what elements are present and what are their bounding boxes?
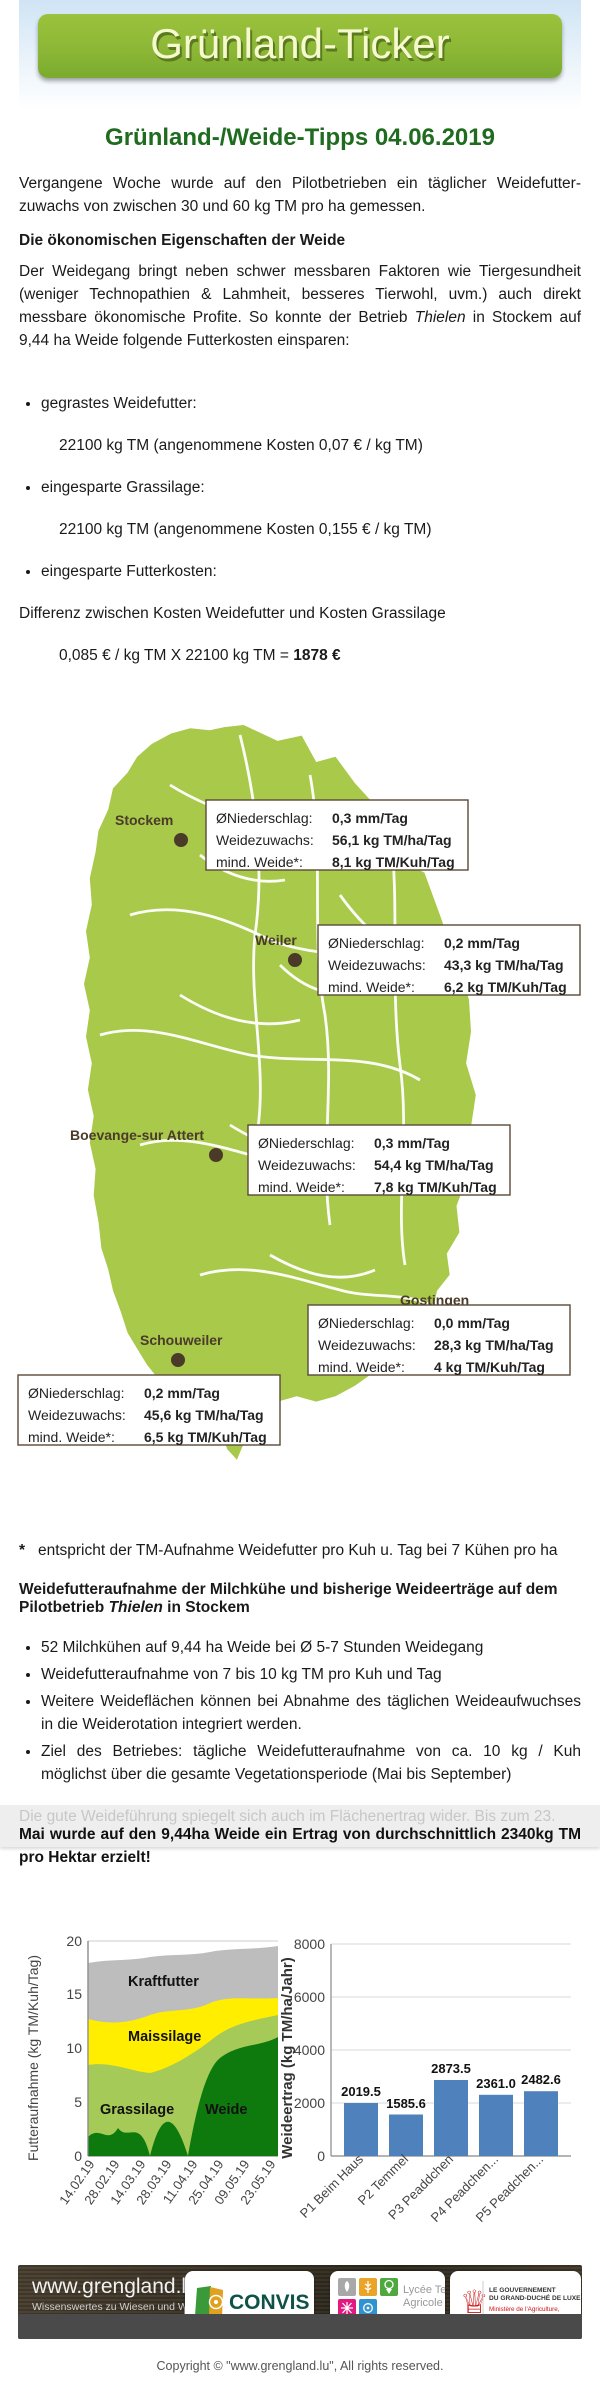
svg-text:15: 15 — [66, 1986, 82, 2002]
svg-text:43,3 kg TM/ha/Tag: 43,3 kg TM/ha/Tag — [444, 957, 564, 973]
svg-text:ØNiederschlag:: ØNiederschlag: — [258, 1135, 355, 1151]
svg-text:0,3 mm/Tag: 0,3 mm/Tag — [374, 1135, 450, 1151]
svg-text:45,6 kg TM/ha/Tag: 45,6 kg TM/ha/Tag — [144, 1407, 264, 1423]
svg-text:5: 5 — [74, 2094, 82, 2110]
svg-text:mind. Weide*:: mind. Weide*: — [328, 979, 415, 995]
svg-text:0,0 mm/Tag: 0,0 mm/Tag — [434, 1315, 510, 1331]
svg-text:ØNiederschlag:: ØNiederschlag: — [28, 1385, 125, 1401]
svg-text:mind. Weide*:: mind. Weide*: — [28, 1429, 115, 1445]
svg-text:DU GRAND-DUCHÉ DE LUXEMBOURG: DU GRAND-DUCHÉ DE LUXEMBOURG — [489, 2293, 581, 2302]
svg-text:28,3 kg TM/ha/Tag: 28,3 kg TM/ha/Tag — [434, 1337, 554, 1353]
svg-text:2000: 2000 — [294, 2095, 325, 2111]
svg-text:Weiler: Weiler — [255, 932, 297, 948]
svg-text:Stockem: Stockem — [115, 812, 173, 828]
svg-text:0,2 mm/Tag: 0,2 mm/Tag — [444, 935, 520, 951]
svg-text:mind. Weide*:: mind. Weide*: — [318, 1359, 405, 1375]
svg-text:20: 20 — [66, 1933, 82, 1949]
svg-text:mind. Weide*:: mind. Weide*: — [216, 854, 303, 870]
svg-text:Weidezuwachs:: Weidezuwachs: — [216, 832, 314, 848]
svg-text:P1 Beim Haus: P1 Beim Haus — [297, 2151, 367, 2221]
svg-text:8000: 8000 — [294, 1936, 325, 1952]
svg-text:6000: 6000 — [294, 1989, 325, 2005]
svg-text:ØNiederschlag:: ØNiederschlag: — [216, 810, 313, 826]
svg-text:Grassilage: Grassilage — [100, 2102, 174, 2118]
svg-text:Kraftfutter: Kraftfutter — [128, 1974, 199, 1990]
svg-text:8,1 kg TM/Kuh/Tag: 8,1 kg TM/Kuh/Tag — [332, 854, 455, 870]
svg-text:Weidezuwachs:: Weidezuwachs: — [258, 1157, 356, 1173]
svg-text:4 kg TM/Kuh/Tag: 4 kg TM/Kuh/Tag — [434, 1359, 545, 1375]
svg-text:Agricole: Agricole — [403, 2297, 443, 2309]
svg-text:Schouweiler: Schouweiler — [140, 1332, 223, 1348]
svg-text:2873.5: 2873.5 — [431, 2061, 471, 2076]
svg-text:Maissilage: Maissilage — [128, 2029, 201, 2045]
svg-text:Weideertrag (kg TM/ha/Jahr): Weideertrag (kg TM/ha/Jahr) — [279, 1957, 296, 2158]
svg-text:Lycée Technique: Lycée Technique — [403, 2284, 445, 2296]
svg-text:54,4 kg TM/ha/Tag: 54,4 kg TM/ha/Tag — [374, 1157, 494, 1173]
svg-text:Weide: Weide — [205, 2102, 247, 2118]
svg-text:2361.0: 2361.0 — [476, 2076, 516, 2091]
svg-text:0: 0 — [317, 2148, 325, 2164]
svg-text:10: 10 — [66, 2040, 82, 2056]
svg-text:56,1 kg TM/ha/Tag: 56,1 kg TM/ha/Tag — [332, 832, 452, 848]
svg-text:ØNiederschlag:: ØNiederschlag: — [318, 1315, 415, 1331]
svg-text:LE GOUVERNEMENT: LE GOUVERNEMENT — [489, 2287, 556, 2294]
svg-text:Weidezuwachs:: Weidezuwachs: — [318, 1337, 416, 1353]
svg-text:CONVIS: CONVIS — [229, 2291, 310, 2314]
svg-text:Boevange-sur Attert: Boevange-sur Attert — [70, 1127, 204, 1143]
svg-text:2019.5: 2019.5 — [341, 2084, 381, 2099]
svg-text:1585.6: 1585.6 — [386, 2096, 426, 2111]
svg-text:Futteraufnahme (kg TM/Kuh/Tag): Futteraufnahme (kg TM/Kuh/Tag) — [25, 1955, 41, 2161]
svg-text:4000: 4000 — [294, 2042, 325, 2058]
svg-text:Ministère de l'Agriculture,: Ministère de l'Agriculture, — [489, 2306, 560, 2313]
svg-text:2482.6: 2482.6 — [521, 2072, 561, 2087]
svg-text:Weidezuwachs:: Weidezuwachs: — [328, 957, 426, 973]
svg-text:6,5 kg TM/Kuh/Tag: 6,5 kg TM/Kuh/Tag — [144, 1429, 267, 1445]
svg-text:0,3 mm/Tag: 0,3 mm/Tag — [332, 810, 408, 826]
svg-text:0,2 mm/Tag: 0,2 mm/Tag — [144, 1385, 220, 1401]
svg-text:Weidezuwachs:: Weidezuwachs: — [28, 1407, 126, 1423]
svg-text:7,8 kg TM/Kuh/Tag: 7,8 kg TM/Kuh/Tag — [374, 1179, 497, 1195]
svg-text:mind. Weide*:: mind. Weide*: — [258, 1179, 345, 1195]
svg-text:ØNiederschlag:: ØNiederschlag: — [328, 935, 425, 951]
svg-text:6,2 kg TM/Kuh/Tag: 6,2 kg TM/Kuh/Tag — [444, 979, 567, 995]
